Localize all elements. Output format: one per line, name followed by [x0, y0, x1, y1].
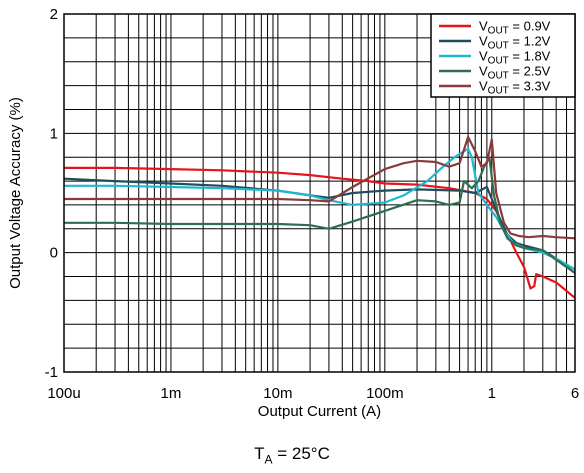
- x-tick-label: 100u: [47, 385, 80, 402]
- temperature-note: TA = 25°C: [0, 444, 584, 466]
- series-line: [64, 156, 575, 274]
- x-axis-title: Output Current (A): [258, 403, 381, 420]
- series-layer: [64, 135, 575, 299]
- series-line: [64, 147, 575, 271]
- series-line: [64, 166, 575, 299]
- legend-label: VOUT = 2.5V: [479, 64, 551, 82]
- legend-label: VOUT = 1.2V: [479, 34, 551, 52]
- grid: [64, 14, 575, 372]
- y-tick-label: 1: [50, 125, 58, 142]
- legend-label: VOUT = 3.3V: [479, 79, 551, 97]
- tick-labels: 100u 1m 10m 100m 1 6 -1 0 1 2: [45, 6, 580, 402]
- series-line: [64, 177, 575, 274]
- y-tick-label: 2: [50, 6, 58, 23]
- legend-label: VOUT = 0.9V: [479, 19, 551, 37]
- note-sub: A: [264, 452, 273, 467]
- x-tick-label: 10m: [263, 385, 292, 402]
- plot-frame: [63, 13, 576, 373]
- x-tick-label: 1m: [161, 385, 182, 402]
- x-tick-label: 100m: [366, 385, 404, 402]
- note-prefix: T: [254, 444, 265, 463]
- y-tick-label: 0: [50, 245, 58, 262]
- note-rest: = 25°C: [272, 444, 330, 463]
- series-line: [64, 135, 575, 240]
- x-tick-label: 6: [571, 385, 579, 402]
- x-tick-label: 1: [488, 385, 496, 402]
- y-axis-title: Output Voltage Accuracy (%): [7, 97, 24, 289]
- y-tick-label: -1: [45, 364, 58, 381]
- legend-label: VOUT = 1.8V: [479, 49, 551, 67]
